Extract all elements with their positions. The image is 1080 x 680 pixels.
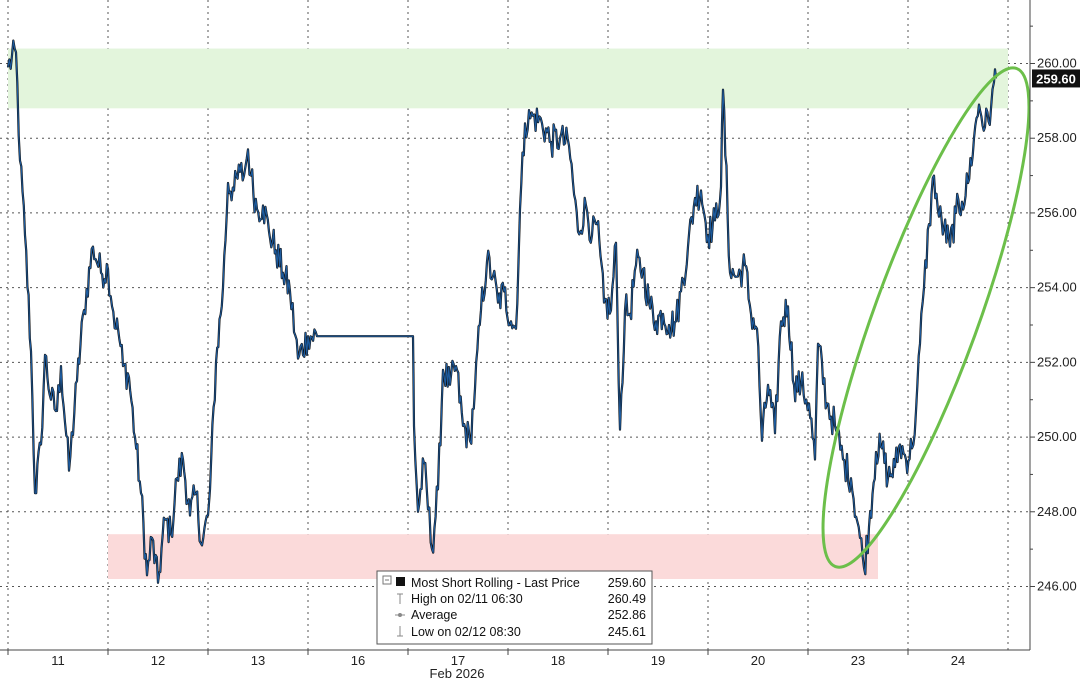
y-tick-label: 254.00 [1037,280,1077,295]
x-tick-label: 24 [951,653,965,668]
last-price-label: 259.60 [1036,71,1076,86]
y-tick-label: 256.00 [1037,205,1077,220]
legend-series-value: 259.60 [608,576,646,590]
y-tick-label: 246.00 [1037,578,1077,593]
y-tick-label: 258.00 [1037,130,1077,145]
last-price-tag: 259.60 [1032,69,1080,88]
legend-high-value: 260.49 [608,592,646,606]
legend-series-swatch [396,577,405,586]
annotation-ellipse [821,66,1031,569]
y-tick-label: 250.00 [1037,429,1077,444]
last-price-box [1032,69,1080,88]
price-line-shadow [6,39,998,584]
y-tick-label: 260.00 [1037,56,1077,71]
x-tick-label: 19 [651,653,665,668]
price-series [6,39,998,584]
x-tick-label: 18 [551,653,565,668]
legend-average-label: Average [411,608,457,622]
y-tick-label: 248.00 [1037,504,1077,519]
price-line [7,40,997,584]
legend-average-value: 252.86 [608,608,646,622]
x-tick-label: 20 [751,653,765,668]
x-tick-label: 13 [251,653,265,668]
legend-low-label: Low on 02/12 08:30 [411,625,521,639]
y-tick-label: 252.00 [1037,354,1077,369]
x-tick-label: 16 [351,653,365,668]
high-marker-icon [397,593,403,604]
x-axis-ticks: 11 12 13 16 17 18 19 20 23 24 [7,650,965,668]
x-tick-label: 11 [51,653,65,668]
low-marker-icon [397,626,403,637]
highlight-ellipse [821,66,1031,569]
legend-low-value: 245.61 [608,625,646,639]
legend-box [376,570,653,645]
x-tick-label: 17 [451,653,465,668]
average-marker-icon [395,613,405,617]
x-tick-label: 23 [851,653,865,668]
x-tick-label: 12 [151,653,165,668]
x-axis-title: Feb 2026 [430,666,485,680]
legend-high-label: High on 02/11 06:30 [411,592,523,606]
zone-resistance [8,48,1008,109]
y-axis-ticks: 246.00 248.00 250.00 252.00 254.00 256.00 258.… [1030,25,1077,593]
highlight-zones [8,48,1008,580]
legend-series-label: Most Short Rolling - Last Price [411,576,580,590]
legend: Most Short Rolling - Last Price 259.60 H… [376,570,653,645]
